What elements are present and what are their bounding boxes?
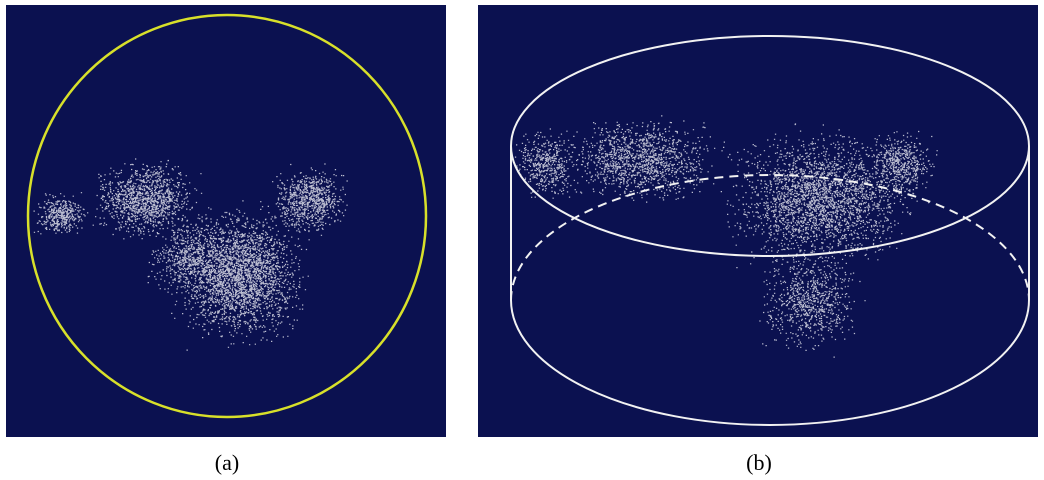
point-cloud-a <box>33 158 348 351</box>
points <box>33 158 348 351</box>
cylinder-bottom-back <box>510 174 1030 301</box>
cylinder <box>510 35 1030 426</box>
points <box>510 115 938 358</box>
cylinder-bottom-front <box>510 299 1030 426</box>
caption: (b) <box>746 450 772 475</box>
caption: (a) <box>215 450 239 475</box>
panel-a-background <box>6 5 446 437</box>
panel-b-background <box>478 5 1038 437</box>
point-cloud-b <box>510 115 938 358</box>
boundary-circle <box>26 13 428 419</box>
